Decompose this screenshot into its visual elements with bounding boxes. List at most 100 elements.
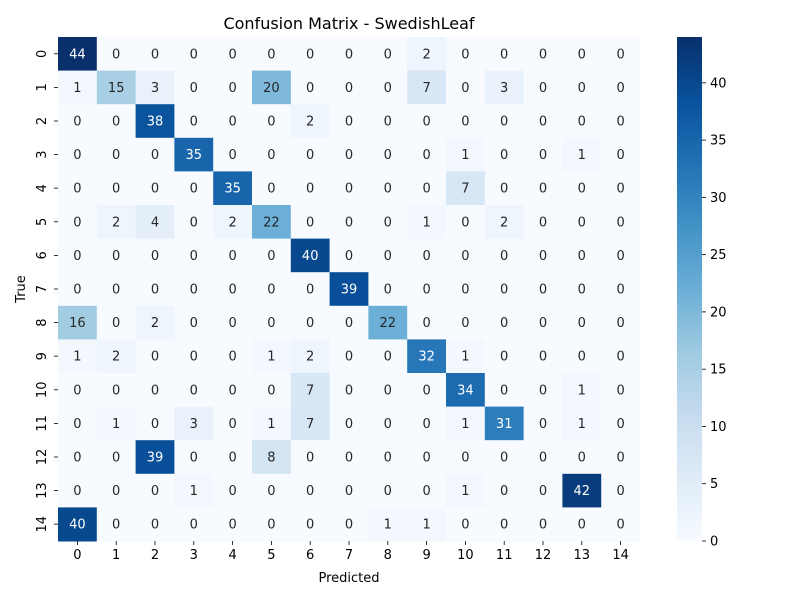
- heatmap-cell: [601, 238, 641, 273]
- cell-value-label: 7: [306, 383, 314, 398]
- heatmap-cell: [58, 272, 98, 307]
- heatmap-cell: [58, 339, 98, 374]
- heatmap-cell-labels: 44 0 0 0 0 0 0 0 0 2 0 0 0 0 01 15 3 0 0 20 0 0 0 7 0 3 0 0 00 0 38 0 0 0…: [69, 47, 625, 532]
- cell-value-label: 0: [190, 350, 198, 365]
- cell-value-label: 0: [578, 182, 586, 197]
- cell-value-label: 0: [578, 115, 586, 130]
- cell-value-label: 0: [616, 316, 624, 331]
- cell-value-label: 0: [422, 451, 430, 466]
- heatmap-cell: [174, 507, 214, 542]
- heatmap-cell: [407, 507, 447, 542]
- cell-value-label: 0: [306, 518, 314, 533]
- heatmap-cell: [446, 137, 486, 172]
- heatmap-cell: [290, 70, 331, 105]
- heatmap-cell: [252, 205, 292, 240]
- cell-value-label: 0: [461, 283, 469, 298]
- heatmap-cell: [368, 339, 408, 374]
- cell-value-label: 0: [345, 383, 353, 398]
- cell-value-label: 0: [422, 283, 430, 298]
- heatmap-cell: [174, 272, 214, 307]
- cell-value-label: 2: [306, 115, 314, 130]
- cell-value-label: 0: [112, 316, 120, 331]
- heatmap-cell: [329, 339, 369, 374]
- heatmap-cell: [601, 440, 641, 475]
- cell-value-label: 0: [422, 383, 430, 398]
- heatmap-cell: [213, 205, 253, 240]
- heatmap-cell: [407, 70, 447, 105]
- cell-value-label: 0: [267, 47, 275, 62]
- heatmap-cell: [562, 473, 602, 508]
- cell-value-label: 0: [228, 417, 236, 432]
- heatmap-cell: [290, 305, 331, 340]
- cell-value-label: 0: [73, 215, 81, 230]
- cell-value-label: 0: [112, 383, 120, 398]
- cell-value-label: 0: [345, 182, 353, 197]
- heatmap-cell: [290, 507, 331, 542]
- heatmap-cell: [213, 104, 253, 139]
- cell-value-label: 1: [384, 518, 392, 533]
- cell-value-label: 0: [500, 484, 508, 499]
- cell-value-label: 0: [151, 182, 159, 197]
- cell-value-label: 0: [422, 316, 430, 331]
- cell-value-label: 22: [380, 316, 397, 331]
- heatmap-cell: [523, 440, 563, 475]
- cell-value-label: 0: [267, 249, 275, 264]
- heatmap-cell: [135, 373, 175, 408]
- y-tick-label: 10: [35, 382, 50, 399]
- heatmap-cell: [329, 104, 369, 139]
- cell-value-label: 0: [500, 47, 508, 62]
- y-tick-label: 6: [35, 251, 50, 259]
- cell-value-label: 0: [267, 316, 275, 331]
- heatmap-cell: [407, 238, 447, 273]
- cell-value-label: 0: [345, 350, 353, 365]
- heatmap-cell: [329, 205, 369, 240]
- cell-value-label: 2: [112, 215, 120, 230]
- heatmap-cell: [407, 305, 447, 340]
- heatmap-cell: [368, 373, 408, 408]
- heatmap-cell: [213, 238, 253, 273]
- cell-value-label: 0: [461, 115, 469, 130]
- cell-value-label: 0: [539, 81, 547, 96]
- heatmap-cell: [96, 373, 137, 408]
- heatmap-cell: [601, 373, 641, 408]
- heatmap-cell: [601, 305, 641, 340]
- heatmap-cell: [562, 440, 602, 475]
- x-axis-ticks: 0 1 2 3 4 5 6 7 8 9 10 11 12 13 14: [73, 541, 629, 563]
- cell-value-label: 0: [306, 316, 314, 331]
- cell-value-label: 0: [539, 417, 547, 432]
- cell-value-label: 2: [500, 215, 508, 230]
- cell-value-label: 0: [151, 484, 159, 499]
- cell-value-label: 0: [616, 148, 624, 163]
- y-tick-label: 14: [35, 516, 50, 533]
- heatmap-cell: [523, 406, 563, 441]
- heatmap-cell: [329, 70, 369, 105]
- heatmap-cell: [96, 205, 137, 240]
- heatmap-cell: [252, 373, 292, 408]
- heatmap-cell: [174, 440, 214, 475]
- cell-value-label: 1: [73, 350, 81, 365]
- cell-value-label: 0: [578, 215, 586, 230]
- heatmap-cell: [174, 406, 214, 441]
- cell-value-label: 0: [422, 115, 430, 130]
- heatmap-cell: [523, 238, 563, 273]
- cell-value-label: 0: [461, 81, 469, 96]
- heatmap-cell: [368, 70, 408, 105]
- heatmap-cell: [58, 473, 98, 508]
- heatmap-cell: [601, 507, 641, 542]
- cell-value-label: 0: [578, 518, 586, 533]
- cell-value-label: 0: [461, 249, 469, 264]
- cell-value-label: 0: [539, 518, 547, 533]
- cell-value-label: 0: [306, 81, 314, 96]
- heatmap-cell: [174, 305, 214, 340]
- heatmap-cell: [523, 339, 563, 374]
- cell-value-label: 0: [578, 316, 586, 331]
- cell-value-label: 0: [539, 215, 547, 230]
- cell-value-label: 0: [112, 115, 120, 130]
- cell-value-label: 3: [190, 417, 198, 432]
- cell-value-label: 0: [500, 316, 508, 331]
- cell-value-label: 1: [73, 81, 81, 96]
- cell-value-label: 0: [228, 451, 236, 466]
- cell-value-label: 0: [616, 115, 624, 130]
- x-tick-label: 7: [345, 548, 353, 563]
- heatmap-cell: [368, 473, 408, 508]
